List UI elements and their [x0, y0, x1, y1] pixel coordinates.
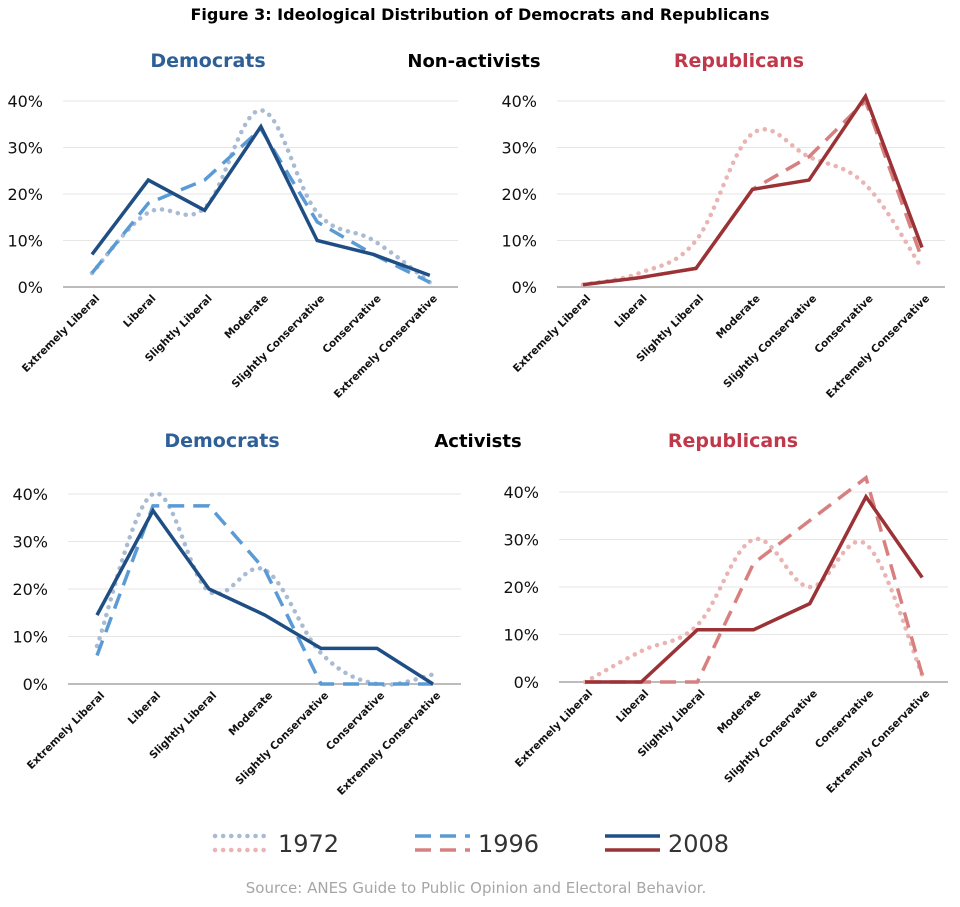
y-tick-label: 0% — [18, 278, 43, 297]
x-tick-label: Extremely Conservative — [332, 293, 440, 401]
panel-title: Democrats — [164, 430, 279, 452]
x-tick-label: Slightly Conservative — [722, 688, 820, 786]
y-tick-label: 10% — [7, 232, 43, 251]
legend-label: 1972 — [278, 830, 339, 858]
x-tick-label: Moderate — [715, 688, 764, 737]
legend: 1972 1996 2008 — [212, 830, 729, 858]
y-tick-label: 30% — [12, 533, 48, 552]
series-line-1972 — [89, 108, 433, 285]
x-tick-label: Liberal — [614, 688, 651, 725]
y-tick-label: 10% — [12, 628, 48, 647]
panel-republicans-activists: Republicans 0% 10% 20% 30% 40% Extremely Liber… — [503, 430, 948, 796]
x-tick-label: Slightly Conservative — [230, 293, 328, 391]
x-tick-label: Liberal — [121, 293, 158, 330]
series-line-1996 — [585, 474, 924, 684]
y-tick-label: 10% — [503, 626, 539, 645]
x-tick-label: Slightly Conservative — [233, 690, 331, 788]
x-tick-label: Extremely Conservative — [824, 293, 932, 401]
x-tick-label: Conservative — [812, 293, 875, 356]
x-tick-label: Slightly Conservative — [721, 293, 819, 391]
x-tick-label: Extremely Conservative — [335, 690, 443, 798]
x-tick-label: Moderate — [714, 293, 763, 342]
series-line-1996 — [582, 97, 924, 287]
y-tick-label: 20% — [501, 185, 537, 204]
series-line-1996 — [95, 504, 433, 686]
y-tick-label: 40% — [7, 92, 43, 111]
y-tick-label: 40% — [503, 483, 539, 502]
y-tick-label: 10% — [501, 232, 537, 251]
x-tick-label: Moderate — [222, 293, 271, 342]
y-tick-label: 0% — [23, 675, 48, 694]
y-tick-label: 20% — [7, 185, 43, 204]
panel-title: Democrats — [150, 50, 265, 72]
legend-item-2008: 2008 — [605, 830, 729, 858]
x-tick-label: Extremely Liberal — [20, 293, 102, 375]
y-tick-label: 40% — [501, 92, 537, 111]
series-line-2008 — [585, 493, 924, 684]
x-tick-label: Conservative — [320, 293, 383, 356]
x-tick-label: Liberal — [126, 690, 163, 727]
legend-item-1996: 1996 — [415, 830, 539, 858]
series-line-2008 — [95, 507, 434, 686]
y-tick-label: 20% — [12, 580, 48, 599]
x-tick-label: Extremely Conservative — [824, 688, 932, 796]
series-line-1972 — [94, 491, 436, 688]
legend-label: 1996 — [478, 830, 539, 858]
figure-title: Figure 3: Ideological Distribution of De… — [191, 5, 770, 24]
series-line-2008 — [582, 92, 924, 287]
x-tick-label: Extremely Liberal — [25, 690, 107, 772]
series-line-1996 — [90, 126, 431, 284]
source-note: Source: ANES Guide to Public Opinion and… — [246, 879, 706, 897]
y-tick-label: 0% — [512, 278, 537, 297]
panel-democrats-non-activists: Democrats 0% 10% 20% 30% 40% Extremely Liberal… — [7, 50, 458, 401]
y-tick-label: 0% — [514, 673, 539, 692]
x-tick-label: Conservative — [813, 688, 876, 751]
row-label-activists: Activists — [434, 431, 521, 452]
y-tick-label: 30% — [503, 531, 539, 550]
x-tick-label: Conservative — [324, 690, 387, 753]
panel-democrats-activists: Democrats 0% 10% 20% 30% 40% Extremely Liberal… — [12, 430, 461, 798]
y-tick-label: 30% — [501, 139, 537, 158]
series-line-1972 — [580, 127, 925, 287]
x-tick-label: Extremely Liberal — [511, 293, 593, 375]
x-tick-label: Moderate — [227, 690, 276, 739]
x-tick-label: Liberal — [612, 293, 649, 330]
legend-item-1972: 1972 — [212, 830, 339, 858]
panel-republicans-non-activists: Republicans 0% 10% 20% 30% 40% Extremely Liber… — [501, 50, 945, 401]
y-tick-label: 30% — [7, 139, 43, 158]
y-tick-label: 20% — [503, 578, 539, 597]
series-line-2008 — [90, 123, 431, 278]
series-line-1972 — [582, 536, 925, 685]
y-tick-label: 40% — [12, 485, 48, 504]
legend-label: 2008 — [668, 830, 729, 858]
row-label-non-activists: Non-activists — [407, 51, 540, 72]
x-tick-label: Extremely Liberal — [513, 688, 595, 770]
panel-title: Republicans — [674, 50, 804, 72]
panel-title: Republicans — [668, 430, 798, 452]
